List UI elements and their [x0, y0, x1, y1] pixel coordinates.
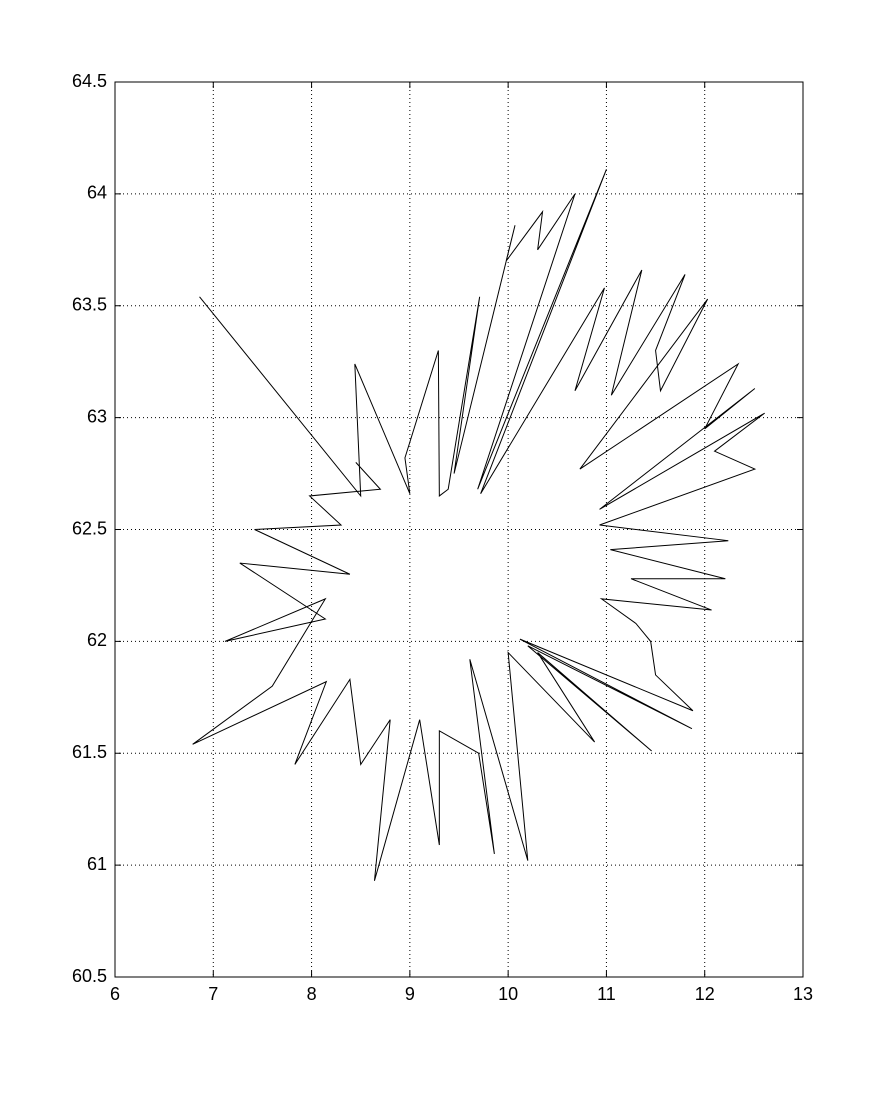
y-tick-label: 60.5 [72, 966, 107, 986]
x-tick-label: 10 [498, 984, 518, 1004]
y-tick-label: 62.5 [72, 518, 107, 538]
y-tick-label: 63.5 [72, 295, 107, 315]
y-tick-label: 64.5 [72, 71, 107, 91]
x-tick-label: 8 [307, 984, 317, 1004]
x-tick-label: 9 [405, 984, 415, 1004]
y-tick-label: 61 [87, 854, 107, 874]
x-tick-label: 6 [110, 984, 120, 1004]
data-line [192, 169, 765, 881]
y-tick-label: 63 [87, 406, 107, 426]
x-tick-label: 11 [597, 984, 616, 1004]
y-tick-label: 64 [87, 183, 107, 203]
x-tick-label: 12 [695, 984, 715, 1004]
y-tick-label: 61.5 [72, 742, 107, 762]
x-tick-label: 13 [793, 984, 813, 1004]
y-tick-label: 62 [87, 630, 107, 650]
x-tick-label: 7 [208, 984, 218, 1004]
axes-box [114, 81, 804, 978]
